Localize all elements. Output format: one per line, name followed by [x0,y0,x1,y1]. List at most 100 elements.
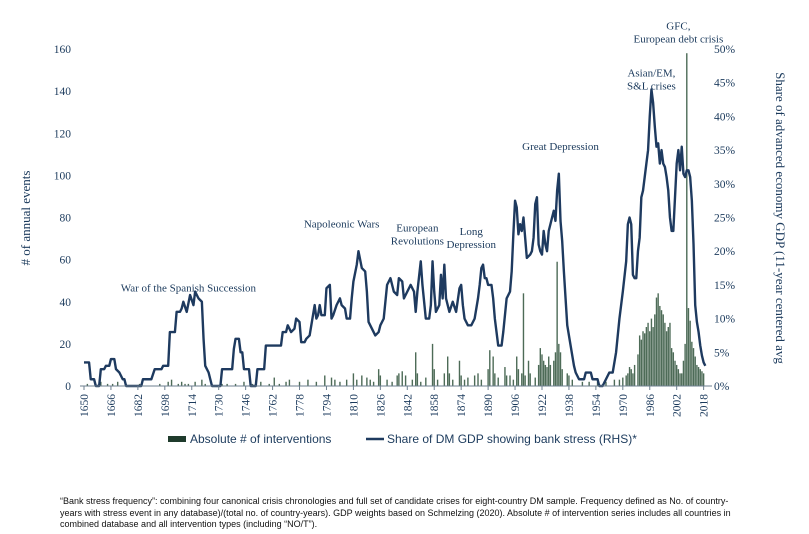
intervention-bar [315,381,318,386]
intervention-bar [177,383,179,386]
left-axis-title: # of annual events [18,171,33,266]
intervention-bar [386,379,388,386]
intervention-bar [539,348,542,386]
intervention-bar [581,381,584,386]
left-tick-label: 20 [60,339,72,351]
x-tick-label: 1970 [618,394,630,417]
intervention-bar [221,383,223,386]
right-tick-label: 40% [714,111,736,123]
intervention-bar [662,314,664,386]
intervention-bar [554,352,557,386]
intervention-bar [665,331,668,386]
intervention-bar [460,375,462,386]
legend-bar-label: Absolute # of interventions [190,432,331,446]
intervention-bar [448,373,451,386]
right-tick-label: 20% [714,246,736,258]
intervention-bar [273,377,275,386]
intervention-bar [180,381,183,386]
intervention-bar [686,53,688,387]
intervention-bar [625,375,627,386]
annotations: War of the Spanish Succession Napoleonic … [121,20,724,294]
intervention-bar [194,381,196,386]
intervention-bar [659,305,661,386]
intervention-bar [307,379,309,386]
intervention-bar [339,381,341,386]
intervention-bar [463,379,466,386]
intervention-bar [330,377,333,386]
intervention-bar [226,383,228,386]
intervention-bar [697,367,700,386]
annotation-label: Long [460,226,484,238]
x-tick-label: 1810 [348,394,360,417]
x-tick-label: 2002 [672,394,684,417]
intervention-bar [694,356,696,386]
legend: Absolute # of interventions Share of DM … [168,432,637,446]
left-tick-label: 80 [60,213,72,225]
x-tick-label: 1794 [321,394,333,417]
intervention-bar [111,383,114,386]
intervention-bar [504,367,506,386]
right-axis-title: Share of advanced economy GDP (11-year c… [773,72,788,364]
right-tick-label: 35% [714,145,736,157]
intervention-bar [447,356,449,386]
intervention-bar [681,373,683,386]
intervention-bar [436,379,439,386]
intervention-bar [692,348,695,386]
annotation-label: Depression [447,239,497,251]
annotation-label: War of the Spanish Succession [121,283,257,295]
annotation-label: GFC, [666,20,690,32]
intervention-bar [622,377,624,386]
intervention-bar [568,375,570,386]
intervention-bar [642,331,644,386]
intervention-bar [452,379,454,386]
x-tick-label: 1730 [214,394,226,417]
x-tick-label: 1938 [564,394,576,417]
intervention-bar [512,379,515,386]
x-tick-label: 1746 [241,394,253,417]
intervention-bar [458,360,461,386]
intervention-bar [377,369,380,386]
intervention-bar [433,369,435,386]
intervention-bar [682,360,685,386]
intervention-bar [558,343,560,387]
intervention-bar [675,364,678,386]
intervention-bar [670,348,673,386]
x-tick-label: 1874 [456,394,468,417]
intervention-bar [640,339,643,386]
intervention-bar [480,379,483,386]
x-tick-label: 2018 [699,394,711,417]
intervention-bar [667,327,669,386]
intervention-bar [521,373,523,386]
intervention-bar [571,379,573,386]
x-tick-label: 1778 [295,394,307,417]
left-tick-label: 100 [54,170,72,182]
left-tick-label: 160 [54,44,72,56]
intervention-bar [529,373,531,386]
intervention-bar [492,356,494,386]
intervention-bar [677,369,680,386]
intervention-bar [366,377,368,386]
intervention-bar [527,360,530,386]
bank-stress-line [84,88,707,388]
intervention-bar [544,364,547,386]
intervention-bar [260,381,262,386]
intervention-bar [672,352,675,386]
intervention-bar [187,383,190,386]
x-tick-label: 1954 [591,394,603,417]
intervention-bar [100,381,102,386]
intervention-bar [605,381,607,386]
right-tick-label: 5% [714,347,730,359]
intervention-bar [401,371,403,386]
intervention-bar [674,360,676,386]
bank-stress-line-layer [84,88,707,388]
intervention-bar [657,293,659,386]
intervention-bar [369,379,371,386]
intervention-bar [505,375,508,386]
intervention-bar [404,375,407,386]
intervention-bar [613,379,616,386]
intervention-bar [167,381,169,386]
intervention-bar [561,369,563,386]
intervention-bar [494,373,496,386]
left-tick-label: 0 [65,381,71,393]
left-axis-ticks: 0 20 40 60 80 100 120 140 160 [54,44,72,393]
